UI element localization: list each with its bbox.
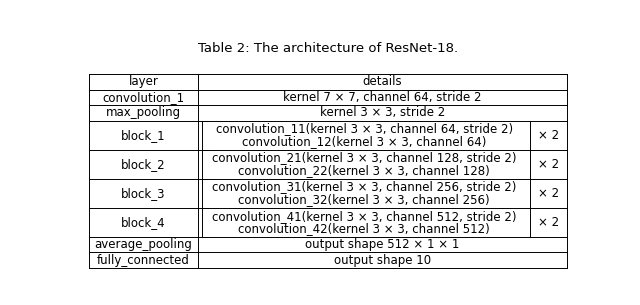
Text: × 2: × 2 — [538, 216, 559, 229]
Text: block_4: block_4 — [121, 216, 166, 229]
Text: kernel 7 × 7, channel 64, stride 2: kernel 7 × 7, channel 64, stride 2 — [284, 91, 482, 104]
Text: × 2: × 2 — [538, 158, 559, 171]
Text: convolution_21(kernel 3 × 3, channel 128, stride 2): convolution_21(kernel 3 × 3, channel 128… — [212, 151, 516, 164]
Text: average_pooling: average_pooling — [95, 238, 193, 251]
Text: × 2: × 2 — [538, 187, 559, 200]
Text: convolution_1: convolution_1 — [102, 91, 184, 104]
Text: convolution_31(kernel 3 × 3, channel 256, stride 2): convolution_31(kernel 3 × 3, channel 256… — [212, 181, 516, 193]
Text: convolution_12(kernel 3 × 3, channel 64): convolution_12(kernel 3 × 3, channel 64) — [242, 135, 486, 148]
Text: convolution_22(kernel 3 × 3, channel 128): convolution_22(kernel 3 × 3, channel 128… — [238, 164, 490, 177]
Text: block_1: block_1 — [121, 129, 166, 142]
Text: details: details — [363, 75, 403, 88]
Text: convolution_32(kernel 3 × 3, channel 256): convolution_32(kernel 3 × 3, channel 256… — [238, 193, 490, 206]
Text: Table 2: The architecture of ResNet-18.: Table 2: The architecture of ResNet-18. — [198, 42, 458, 56]
Text: output shape 512 × 1 × 1: output shape 512 × 1 × 1 — [305, 238, 460, 251]
Text: convolution_41(kernel 3 × 3, channel 512, stride 2): convolution_41(kernel 3 × 3, channel 512… — [212, 210, 516, 223]
Text: block_3: block_3 — [121, 187, 166, 200]
Text: convolution_42(kernel 3 × 3, channel 512): convolution_42(kernel 3 × 3, channel 512… — [238, 222, 490, 235]
Text: kernel 3 × 3, stride 2: kernel 3 × 3, stride 2 — [320, 106, 445, 119]
Text: output shape 10: output shape 10 — [334, 254, 431, 267]
Text: max_pooling: max_pooling — [106, 106, 181, 119]
Text: × 2: × 2 — [538, 129, 559, 142]
Text: layer: layer — [129, 75, 159, 88]
Text: convolution_11(kernel 3 × 3, channel 64, stride 2): convolution_11(kernel 3 × 3, channel 64,… — [216, 122, 513, 135]
Text: block_2: block_2 — [121, 158, 166, 171]
Text: fully_connected: fully_connected — [97, 254, 190, 267]
